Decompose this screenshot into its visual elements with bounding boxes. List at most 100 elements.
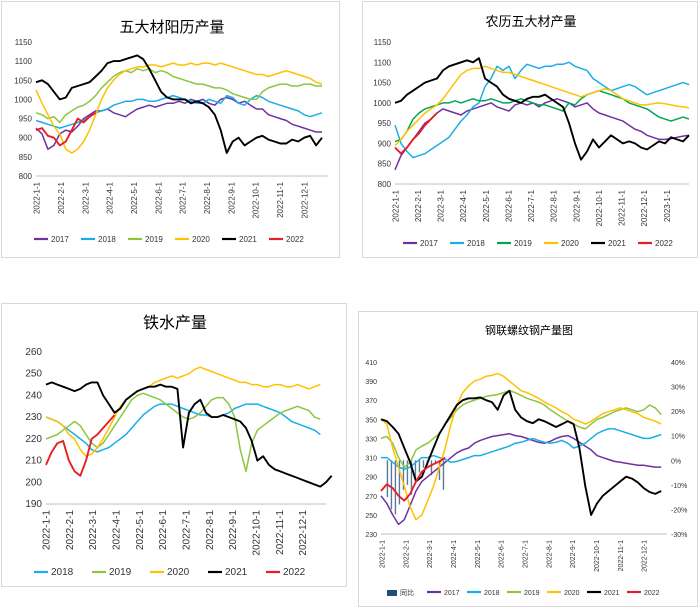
chart-c2: 农历五大材产量 800 850 900 950 1000 1050 1100 1150 2022-… (373, 15, 690, 248)
series-line-2019 (35, 68, 322, 124)
y-tick-label: 800 (19, 172, 33, 181)
x-tick-label: 2022-8-1 (546, 540, 553, 568)
chart-panel-c1: 五大材阳历产量 800 850 900 950 1000 1050 1100 1150 2022-… (1, 1, 340, 258)
series-line-2018 (381, 428, 662, 470)
y-tick-label: 220 (25, 434, 42, 445)
x-tick-label: 2022-1-1 (42, 510, 53, 550)
y-tick-label: 850 (19, 153, 33, 162)
yoy-bar (386, 460, 389, 498)
chart-panel-c3: 铁水产量 190 200 210 220 230 240 250 260 2022-1-1 2022… (1, 303, 347, 587)
y-tick-label: 190 (25, 499, 42, 510)
series-line-2018 (394, 61, 690, 159)
x-tick-label: 2022-4-1 (451, 540, 458, 568)
legend-label-2022: 2022 (644, 590, 660, 597)
x-tick-label: 2022-10-1 (252, 510, 263, 556)
yoy-bar (402, 460, 405, 490)
y-tick-label: 230 (25, 412, 42, 423)
x-tick-label: 2022-3-1 (81, 181, 90, 214)
y-tick-label: 350 (365, 417, 377, 424)
y-tick-label: 1100 (15, 57, 33, 66)
series-line-2020 (45, 366, 321, 457)
x-tick-label: 2022-6-1 (158, 510, 169, 550)
x-tick-label: 2022-9-1 (227, 181, 236, 214)
y-tick-label: 1000 (373, 99, 391, 108)
y-tick-label: 1050 (373, 79, 391, 88)
y2-tick-label: -20% (671, 507, 687, 514)
x-tick-label: 2022-11-1 (618, 540, 625, 572)
y-tick-label: 900 (19, 134, 33, 143)
x-tick-label: 2022-1-1 (380, 540, 387, 568)
legend-label-2021: 2021 (225, 567, 248, 578)
legend-label-2022: 2022 (286, 235, 304, 244)
yoy-bar (438, 460, 441, 480)
x-tick-label: 2022-5-1 (482, 189, 491, 222)
x-tick-label: 2022-2-1 (57, 181, 66, 214)
chart-title: 五大材阳历产量 (119, 18, 224, 36)
x-tick-label: 2022-6-1 (504, 189, 513, 222)
chart-title: 钢联螺纹钢产量图 (485, 323, 573, 337)
y2-tick-label: 0% (671, 458, 681, 465)
legend-label-2022: 2022 (283, 567, 306, 578)
yoy-bar (430, 460, 433, 476)
legend-label-2018: 2018 (467, 239, 485, 248)
x-tick-label: 2022-10-1 (595, 189, 604, 226)
x-tick-label: 2022-4-1 (459, 189, 468, 222)
series-line-2019 (394, 89, 690, 143)
series-line-2022 (394, 112, 438, 155)
series-line-2019 (45, 392, 321, 473)
legend-label-2018: 2018 (51, 567, 74, 578)
series-line-2017 (380, 432, 662, 526)
legend-label-2019: 2019 (524, 590, 540, 597)
legend-label-2018: 2018 (484, 590, 500, 597)
x-tick-label: 2022-2-1 (414, 189, 423, 222)
y-tick-label: 1150 (15, 38, 33, 47)
series-line-2022 (35, 112, 97, 147)
x-tick-label: 2022-10-1 (594, 540, 601, 572)
y-tick-label: 1050 (14, 76, 32, 85)
y-tick-label: 410 (365, 360, 377, 367)
legend-label-2019: 2019 (514, 239, 532, 248)
yoy-bar (434, 460, 437, 463)
y-tick-label: 950 (19, 115, 33, 124)
x-tick-label: 2022-4-1 (112, 510, 123, 550)
y2-tick-label: 30% (671, 385, 685, 392)
y-tick-label: 800 (378, 180, 392, 189)
legend-label-2017: 2017 (420, 239, 438, 248)
legend-label-2021: 2021 (604, 590, 620, 597)
legend-label-2021: 2021 (608, 239, 626, 248)
x-tick-label: 2022-12-1 (300, 181, 309, 218)
x-tick-label: 2022-6-1 (499, 540, 506, 568)
x-tick-label: 2022-3-1 (437, 189, 446, 222)
legend-label-2017: 2017 (444, 590, 460, 597)
legend-label-2020: 2020 (564, 590, 580, 597)
y-tick-label: 200 (25, 477, 42, 488)
yoy-bar (398, 460, 401, 505)
series-line-2021 (35, 54, 323, 154)
y-tick-label: 1100 (374, 58, 392, 67)
chart-c4: 钢联螺纹钢产量图 230 250 270 290 310 330 350 370 390 410 -3… (365, 323, 687, 597)
y-tick-label: 250 (365, 513, 377, 520)
legend-label-2019: 2019 (109, 567, 132, 578)
y-tick-label: 330 (365, 436, 377, 443)
y-tick-label: 900 (378, 139, 392, 148)
y2-tick-label: 10% (671, 434, 685, 441)
x-tick-label: 2022-8-1 (203, 181, 212, 214)
yoy-bar (390, 460, 393, 510)
series-line-2020 (394, 65, 690, 147)
x-tick-label: 2022-11-1 (618, 189, 627, 225)
x-tick-label: 2022-3-1 (88, 510, 99, 550)
x-tick-label: 2022-5-1 (475, 540, 482, 568)
y-tick-label: 270 (365, 494, 377, 501)
x-tick-label: 2022-9-1 (228, 510, 239, 550)
y2-tick-label: 20% (671, 409, 685, 416)
x-tick-label: 2022-7-1 (179, 181, 188, 214)
x-tick-label: 2022-3-1 (427, 540, 434, 568)
series-line-2018 (45, 403, 321, 453)
x-tick-label: 2022-10-1 (252, 181, 261, 218)
x-tick-label: 2022-2-1 (65, 510, 76, 550)
x-tick-label: 2022-5-1 (130, 181, 139, 214)
series-line-2020 (380, 372, 662, 521)
x-tick-label: 2022-8-1 (550, 189, 559, 222)
y-tick-label: 230 (365, 532, 377, 539)
series-line-2018 (35, 94, 323, 129)
